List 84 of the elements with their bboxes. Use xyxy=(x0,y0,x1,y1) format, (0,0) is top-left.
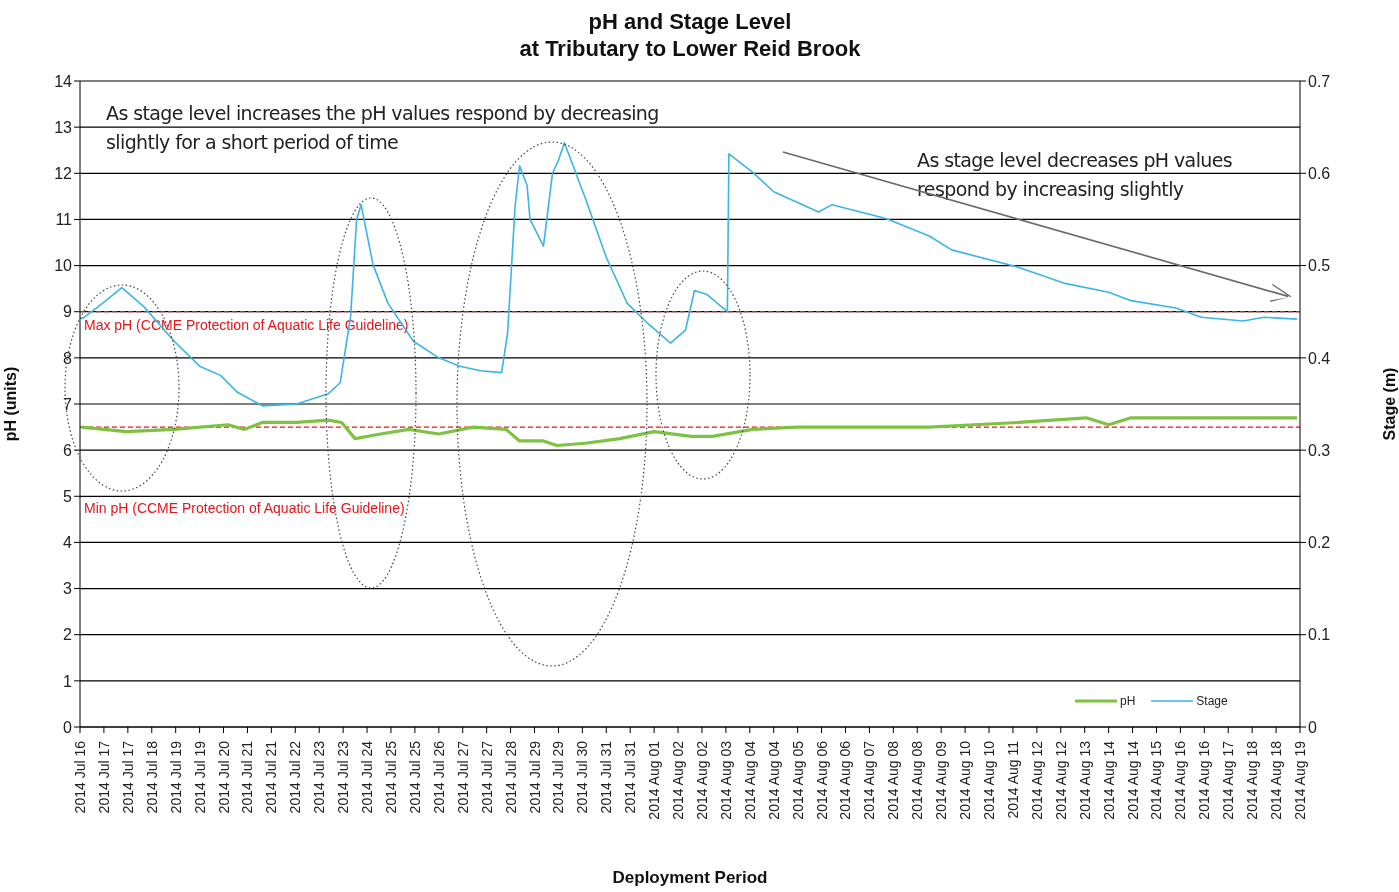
y-tick-label: 3 xyxy=(63,580,73,598)
x-tick-label: 2014 Jul 27 xyxy=(478,740,495,814)
y2-tick-label: 0 xyxy=(1308,718,1317,736)
x-tick-label: 2014 Aug 06 xyxy=(837,740,854,820)
x-tick-label: 2014 Aug 14 xyxy=(1124,740,1141,820)
x-tick-label: 2014 Jul 17 xyxy=(95,740,112,814)
y-tick-label: 4 xyxy=(63,534,73,552)
x-tick-label: 2014 Jul 26 xyxy=(430,740,447,814)
x-tick-label: 2014 Aug 10 xyxy=(957,740,974,820)
x-tick-label: 2014 Aug 02 xyxy=(693,740,710,820)
y-tick-label: 14 xyxy=(54,72,73,90)
x-tick-label: 2014 Jul 29 xyxy=(550,740,567,814)
x-tick-label: 2014 Jul 19 xyxy=(167,740,184,814)
chart-title: pH and Stage Level at Tributary to Lower Reid Brook xyxy=(518,8,862,62)
x-tick-label: 2014 Aug 09 xyxy=(933,740,950,820)
x-tick-label: 2014 Aug 11 xyxy=(1004,740,1021,819)
x-tick-label: 2014 Aug 06 xyxy=(813,740,830,820)
x-tick-label: 2014 Aug 14 xyxy=(1100,740,1117,820)
x-tick-label: 2014 Jul 24 xyxy=(359,740,376,814)
x-tick-label: 2014 Aug 16 xyxy=(1172,740,1189,820)
y2-tick-label: 0.4 xyxy=(1308,349,1331,367)
x-tick-label: 2014 Aug 02 xyxy=(670,740,687,820)
x-tick-label: 2014 Aug 03 xyxy=(717,740,734,820)
x-tick-label: 2014 Aug 10 xyxy=(981,740,998,820)
x-tick-label: 2014 Jul 18 xyxy=(143,740,160,814)
x-tick-label: 2014 Jul 30 xyxy=(574,740,591,814)
y-tick-label: 6 xyxy=(63,441,73,459)
x-tick-label: 2014 Aug 07 xyxy=(861,740,878,820)
x-tick-label: 2014 Aug 01 xyxy=(646,740,663,820)
y-tick-label: 12 xyxy=(54,164,73,182)
x-tick-label: 2014 Jul 21 xyxy=(263,740,280,814)
y-tick-label: 5 xyxy=(63,487,73,505)
x-tick-label: 2014 Jul 28 xyxy=(502,740,519,814)
x-tick-label: 2014 Jul 20 xyxy=(215,740,232,814)
x-tick-label: 2014 Aug 15 xyxy=(1148,740,1165,820)
x-tick-label: 2014 Aug 04 xyxy=(741,740,758,820)
x-tick-label: 2014 Jul 25 xyxy=(406,740,423,814)
x-tick-label: 2014 Aug 08 xyxy=(909,740,926,820)
x-tick-label: 2014 Jul 22 xyxy=(287,740,304,814)
x-tick-label: 2014 Aug 18 xyxy=(1268,740,1285,820)
y2-tick-label: 0.7 xyxy=(1308,72,1331,90)
y-tick-label: 10 xyxy=(54,257,73,275)
y2-tick-label: 0.5 xyxy=(1308,257,1331,275)
y2-tick-label: 0.6 xyxy=(1308,164,1331,182)
y-tick-label: 0 xyxy=(63,718,73,736)
x-tick-label: 2014 Jul 23 xyxy=(311,740,328,814)
ref-line-label: Min pH (CCME Protection of Aquatic Life Guideline) xyxy=(84,500,405,517)
annotation: As stage level decreases pH values respond by increasing slightly xyxy=(917,148,1234,202)
x-axis-title: Deployment Period xyxy=(611,868,769,888)
x-tick-label: 2014 Jul 25 xyxy=(382,740,399,814)
y2-tick-label: 0.3 xyxy=(1308,441,1331,459)
y2-axis-title: Stage (m) xyxy=(1380,367,1398,441)
x-tick-label: 2014 Jul 23 xyxy=(335,740,352,814)
x-tick-label: 2014 Jul 17 xyxy=(119,740,136,814)
annotation: As stage level increases the pH values respond by decreasing slightly for a short period of time xyxy=(106,101,660,155)
y-tick-label: 11 xyxy=(55,211,73,229)
x-tick-label: 2014 Jul 16 xyxy=(72,740,88,814)
x-tick-label: 2014 Aug 18 xyxy=(1244,740,1261,820)
x-tick-label: 2014 Aug 08 xyxy=(885,740,902,820)
x-tick-label: 2014 Jul 29 xyxy=(526,740,543,814)
x-tick-label: 2014 Jul 31 xyxy=(622,740,639,814)
y-tick-label: 8 xyxy=(63,349,73,367)
x-tick-label: 2014 Aug 19 xyxy=(1292,740,1308,820)
x-tick-label: 2014 Jul 31 xyxy=(598,740,615,814)
x-tick-label: 2014 Aug 12 xyxy=(1028,740,1045,820)
x-tick-label: 2014 Aug 05 xyxy=(789,740,806,820)
x-tick-label: 2014 Aug 16 xyxy=(1196,740,1213,820)
y2-tick-label: 0.1 xyxy=(1308,626,1331,644)
x-tick-label: 2014 Aug 13 xyxy=(1076,740,1093,820)
y-axis-title: pH (units) xyxy=(1,366,19,442)
y2-tick-label: 0.2 xyxy=(1308,534,1331,552)
x-tick-label: 2014 Aug 12 xyxy=(1052,740,1069,820)
legend-label: Stage xyxy=(1196,694,1228,708)
y-tick-label: 7 xyxy=(63,395,73,413)
x-tick-label: 2014 Jul 21 xyxy=(239,740,256,814)
x-tick-label: 2014 Aug 17 xyxy=(1220,740,1237,820)
x-tick-label: 2014 Jul 27 xyxy=(454,740,471,814)
y-tick-label: 13 xyxy=(54,118,73,136)
x-tick-label: 2014 Aug 04 xyxy=(765,740,782,820)
x-tick-label: 2014 Jul 19 xyxy=(191,740,208,814)
y-tick-label: 1 xyxy=(63,672,73,690)
legend-label: pH xyxy=(1120,694,1136,708)
y-tick-label: 2 xyxy=(63,626,73,644)
y-tick-label: 9 xyxy=(63,303,73,321)
